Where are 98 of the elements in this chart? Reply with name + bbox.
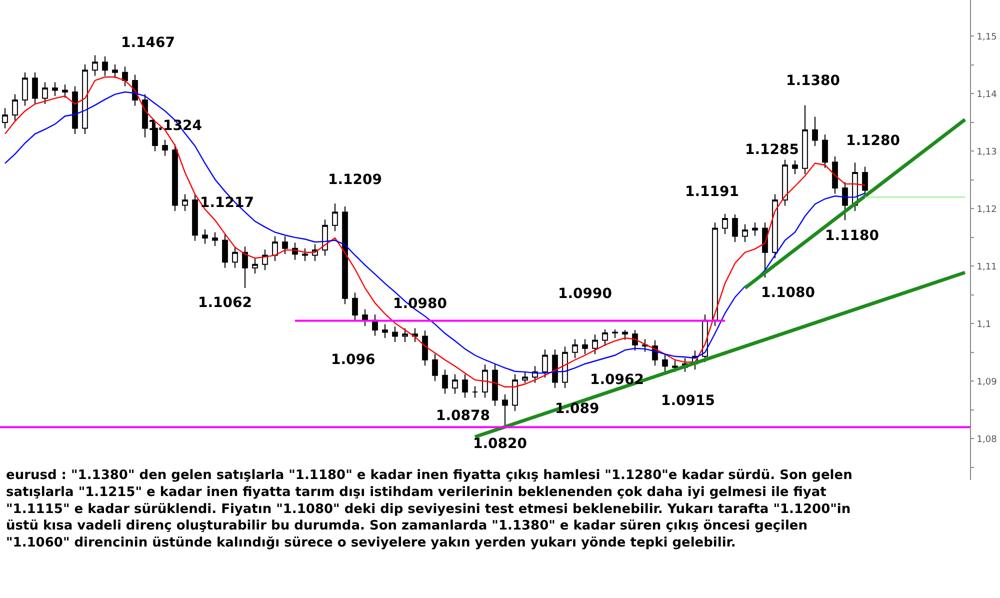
candlestick xyxy=(392,326,398,343)
y-tick-label: 1,08 xyxy=(976,434,998,445)
candlestick xyxy=(512,374,518,412)
y-tick-label: 1,14 xyxy=(976,90,998,100)
annotation: 1.1285 xyxy=(745,142,800,158)
candlestick xyxy=(412,328,418,343)
candlestick xyxy=(242,246,248,288)
candlestick xyxy=(832,156,838,194)
y-tick-label: 1,11 xyxy=(976,262,997,272)
annotation: 1.0962 xyxy=(590,372,644,388)
candlestick xyxy=(802,104,808,175)
annotation: 1.1191 xyxy=(685,184,740,200)
candlestick xyxy=(192,194,198,242)
candlestick xyxy=(332,203,338,232)
y-tick-label: 1,13 xyxy=(976,147,997,158)
candlestick xyxy=(662,354,668,373)
candlestick xyxy=(252,258,258,274)
y-tick-label: 1,1 xyxy=(976,320,992,330)
candlestick xyxy=(102,56,108,76)
candlestick xyxy=(442,369,448,394)
candlestick xyxy=(142,94,148,138)
candlestick xyxy=(722,213,728,234)
annotation: 1.1080 xyxy=(761,285,816,301)
candlestick xyxy=(92,54,98,76)
candlestick xyxy=(302,248,308,262)
annotation: 1.0915 xyxy=(661,393,716,409)
candlestick xyxy=(282,236,288,255)
candlestick xyxy=(822,134,828,168)
candlestick xyxy=(772,194,778,259)
annotation: 1.1209 xyxy=(328,172,382,188)
annotation: 1.089 xyxy=(555,401,600,417)
candlestick xyxy=(432,354,438,382)
y-tick-label: 1,12 xyxy=(976,204,997,215)
candlestick xyxy=(602,328,608,347)
annotation: 1.1467 xyxy=(121,35,176,51)
y-tick-label: 1,09 xyxy=(976,377,998,388)
candlestick xyxy=(452,374,458,394)
candlestick xyxy=(482,364,488,398)
candlestick xyxy=(632,329,638,352)
candlestick xyxy=(82,64,88,134)
candlestick xyxy=(352,292,358,322)
candlestick xyxy=(12,94,18,122)
candlestick xyxy=(262,248,268,271)
candlestick xyxy=(42,82,48,105)
annotation: 1.1380 xyxy=(786,73,840,89)
candlestick xyxy=(742,224,748,243)
candlestick xyxy=(472,386,478,398)
candlestick xyxy=(622,329,628,340)
candlestick xyxy=(562,346,568,389)
y-tick-label: 1,15 xyxy=(976,32,997,42)
candlestick xyxy=(612,328,618,339)
candlestick xyxy=(382,324,388,339)
candlestick xyxy=(522,370,528,384)
candlestick xyxy=(552,349,558,389)
candlestick xyxy=(72,86,78,134)
annotation: eurusd : "1.1380" den gelen satışlarla "1.1180" e kadar inen fiyatta çıkış hamlesi "1.1280"e kadar sürdü. Son gelen satışlarla "1.1215" e kadar inen fiyatta tarım dışı istihdam verilerinin beklenenden çok daha iyi gelmesi ile fiyat "1.1115" e kadar sürüklendi. Fiyatın "1.1080" deki dip seviyesini test etmesi beklenebilir. Yukarı tarafta "1.1200"in üstü kısa vadeli direnç oluşturabilir bu durumda. Son zamanlarda "1.1380" e kadar süren çıkış öncesi geçilen "1.1060" direncinin üstünde kalındığı sürece o seviyelere yakın yerden yukarı yönde tepki gelebilir. xyxy=(6,468,852,551)
candlestick xyxy=(592,334,598,355)
candlestick xyxy=(542,349,548,378)
candlestick xyxy=(732,214,738,243)
candlestick xyxy=(582,338,588,355)
candlestick xyxy=(232,246,238,268)
candlestick xyxy=(402,328,408,343)
candlestick xyxy=(502,394,508,428)
candlestick xyxy=(202,228,208,244)
annotation: 1.0878 xyxy=(436,408,490,424)
annotation: 1.1062 xyxy=(198,295,252,311)
candlestick xyxy=(842,182,848,221)
candlestick xyxy=(112,64,118,79)
candlestick xyxy=(122,66,128,87)
candlestick xyxy=(62,84,68,98)
annotation: 1.0820 xyxy=(473,436,528,452)
candlestick xyxy=(572,338,578,359)
candlestick xyxy=(762,222,768,278)
candlestick xyxy=(182,194,188,212)
candlestick xyxy=(212,232,218,247)
candlestick xyxy=(792,160,798,175)
candlestick xyxy=(782,159,788,206)
annotation: 1.0990 xyxy=(558,286,612,302)
candlestick xyxy=(172,144,178,212)
candlestick xyxy=(812,116,818,147)
candlestick xyxy=(222,234,228,268)
annotation: 1.096 xyxy=(331,352,376,368)
candlestick xyxy=(492,364,498,406)
candlestick xyxy=(322,219,328,256)
candlestick xyxy=(752,222,758,236)
candlestick xyxy=(342,206,348,305)
candlestick xyxy=(22,72,28,106)
candlestick xyxy=(32,72,38,105)
candlestick xyxy=(672,360,678,372)
candlestick xyxy=(162,139,168,156)
candlestick xyxy=(422,330,428,366)
candlestick xyxy=(362,308,368,326)
candlestick xyxy=(462,374,468,398)
candlestick xyxy=(52,82,58,96)
candlestick xyxy=(712,222,718,326)
candlestick xyxy=(272,236,278,262)
annotation: 1.1180 xyxy=(825,228,880,244)
annotation: 1.1280 xyxy=(846,133,900,149)
